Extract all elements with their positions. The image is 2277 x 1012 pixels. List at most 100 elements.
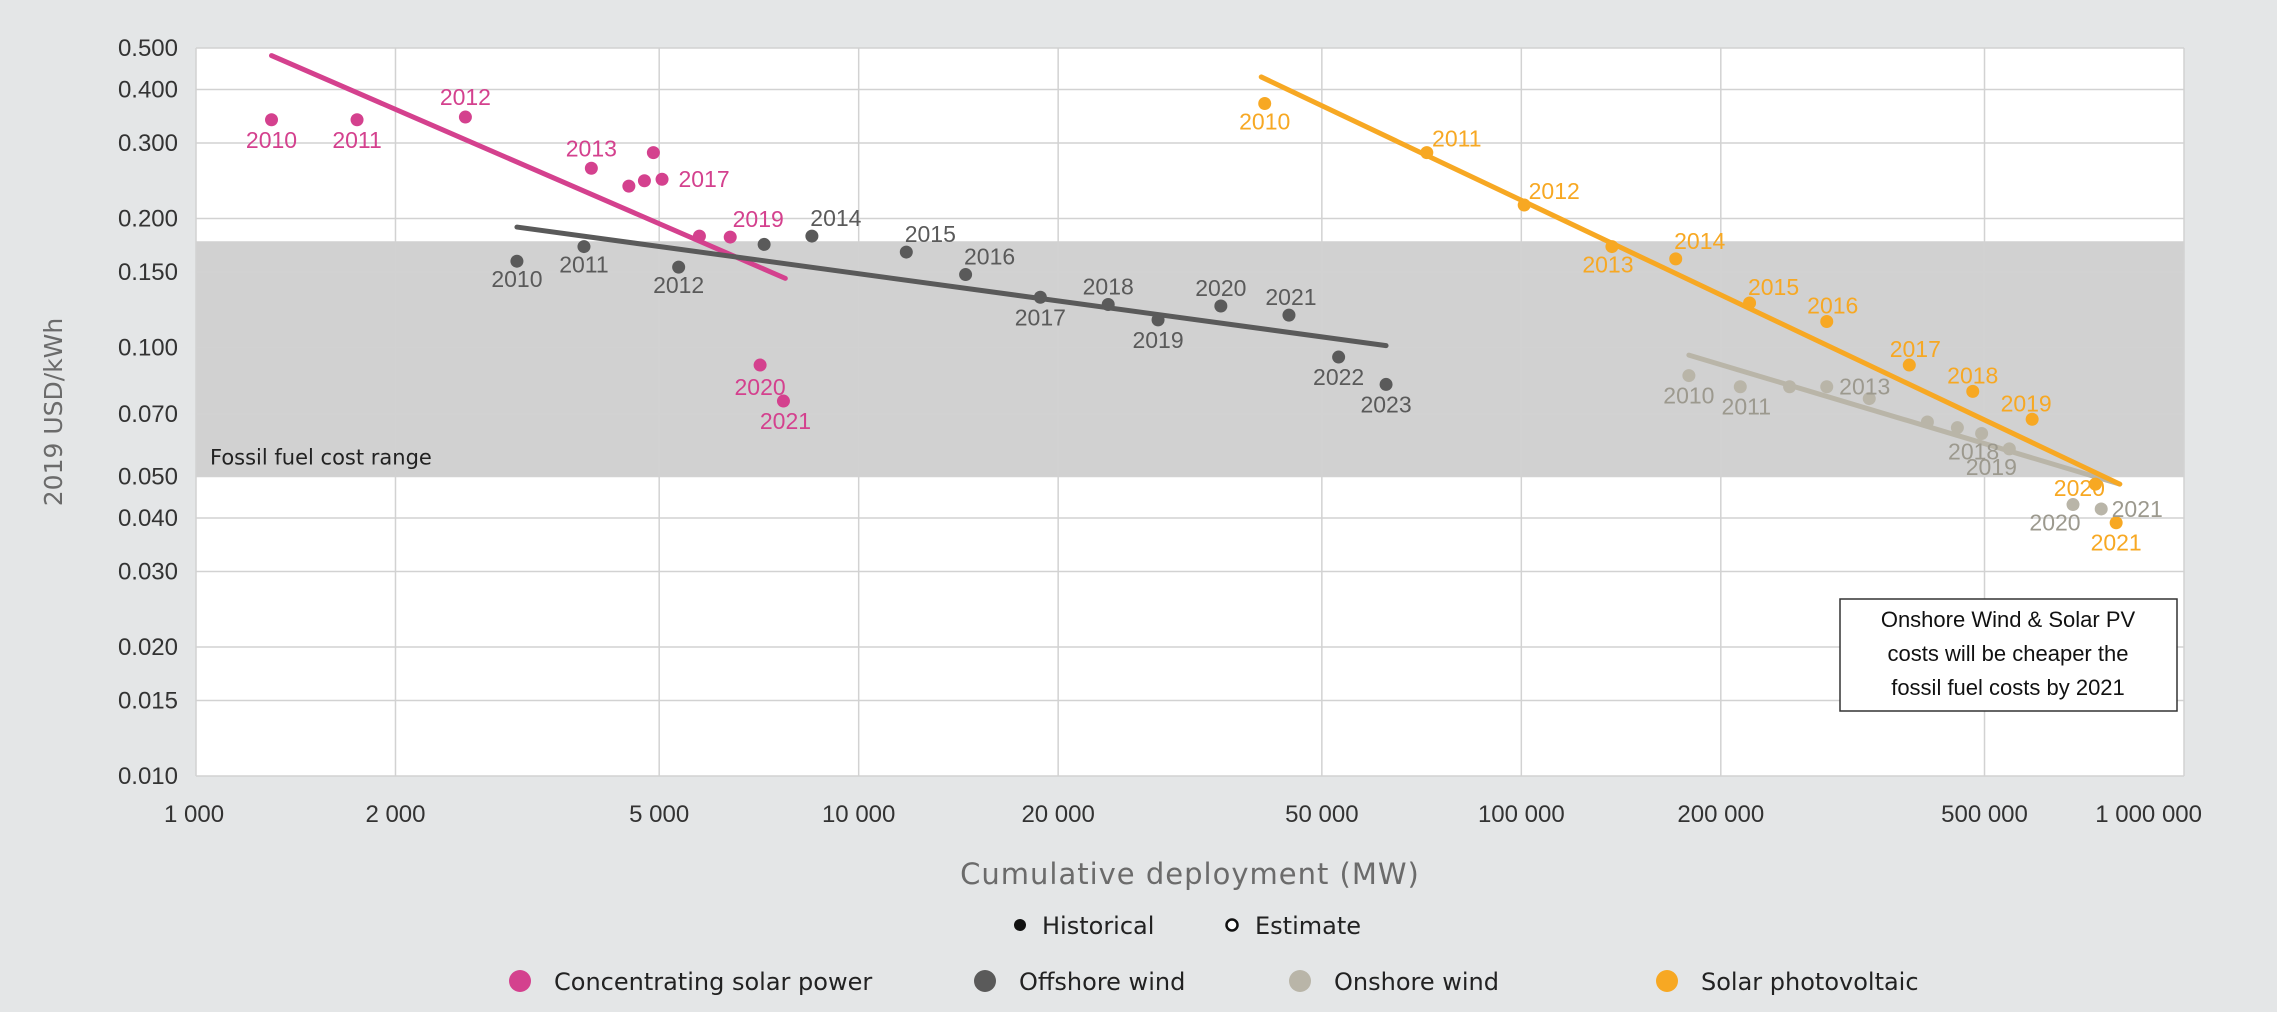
offshore-wind-legend-swatch-icon <box>974 970 996 992</box>
offshore-wind-point <box>1214 299 1228 313</box>
onshore-wind-point <box>1783 380 1797 394</box>
x-tick-label: 5 000 <box>629 801 689 828</box>
onshore-wind-point <box>2002 442 2016 456</box>
y-tick-label: 0.300 <box>118 130 178 157</box>
y-tick-label: 0.100 <box>118 335 178 362</box>
onshore-wind-legend-label: Onshore wind <box>1334 968 1499 996</box>
gridlines <box>195 47 2185 777</box>
onshore-wind-point <box>1975 426 1989 440</box>
offshore-wind-point-label: 2022 <box>1313 364 1364 390</box>
solar-photovoltaic-point <box>2088 477 2102 491</box>
x-axis-title: Cumulative deployment (MW) <box>960 857 1420 891</box>
concentrating-solar-power-point <box>265 113 279 127</box>
solar-photovoltaic-point <box>1902 358 1916 372</box>
solar-photovoltaic-point-label: 2016 <box>1807 292 1858 318</box>
solar-photovoltaic-point-label: 2010 <box>1239 109 1290 135</box>
onshore-wind-point-label: 2021 <box>2112 496 2163 522</box>
concentrating-solar-power-point-label: 2017 <box>678 166 729 192</box>
solar-photovoltaic-point-label: 2013 <box>1582 252 1633 278</box>
x-tick-label: 50 000 <box>1285 801 1358 828</box>
concentrating-solar-power-point-label: 2011 <box>332 127 381 153</box>
trend-lines <box>269 53 2123 487</box>
onshore-wind-point-label: 2010 <box>1663 383 1714 409</box>
solar-photovoltaic-trend-line <box>1258 74 2123 487</box>
offshore-wind-point-label: 2018 <box>1083 273 1134 299</box>
offshore-wind-point-label: 2012 <box>653 272 704 298</box>
offshore-wind-point <box>757 237 771 251</box>
concentrating-solar-power-point <box>753 358 767 372</box>
onshore-wind-point-label: 2020 <box>2029 510 2080 536</box>
onshore-wind-legend-swatch-icon <box>1289 970 1311 992</box>
y-tick-label: 0.020 <box>118 634 178 661</box>
onshore-wind-point <box>2094 502 2108 516</box>
onshore-wind-point <box>1950 421 1964 435</box>
concentrating-solar-power-point <box>458 110 472 124</box>
concentrating-solar-power-legend-label: Concentrating solar power <box>554 968 872 996</box>
onshore-wind-point-label: 2011 <box>1722 394 1771 420</box>
x-tick-label: 10 000 <box>822 801 895 828</box>
point-labels: 2010 201120122013201720192020202120102011… <box>246 84 2163 556</box>
historical-marker-icon <box>1014 919 1026 931</box>
marker-legend: Historical Estimate <box>1014 912 1361 940</box>
solar-photovoltaic-point-label: 2017 <box>1890 336 1941 362</box>
concentrating-solar-power-point-label: 2021 <box>760 408 811 434</box>
solar-photovoltaic-point-label: 2019 <box>2001 390 2052 416</box>
solar-photovoltaic-point <box>2109 516 2123 530</box>
y-tick-label: 0.040 <box>118 505 178 532</box>
concentrating-solar-power-point <box>646 146 660 160</box>
concentrating-solar-power-point <box>622 179 636 193</box>
solar-photovoltaic-point-label: 2011 <box>1432 126 1481 152</box>
offshore-wind-point-label: 2019 <box>1132 327 1183 353</box>
concentrating-solar-power-point <box>655 172 669 186</box>
y-tick-label: 0.030 <box>118 559 178 586</box>
offshore-wind-point-label: 2011 <box>559 252 608 278</box>
solar-photovoltaic-legend-swatch-icon <box>1656 970 1678 992</box>
x-tick-label: 200 000 <box>1677 801 1764 828</box>
solar-photovoltaic-legend-label: Solar photovoltaic <box>1701 968 1919 996</box>
solar-photovoltaic-point <box>1258 97 1272 111</box>
concentrating-solar-power-point <box>692 229 706 243</box>
offshore-wind-trend-line <box>514 224 1389 349</box>
y-axis-title: 2019 USD/kWh <box>39 318 68 506</box>
x-axis-ticks: 1 000 2 000 5 000 10 000 20 000 50 000 100 000… <box>164 801 2202 828</box>
concentrating-solar-power-point <box>584 161 598 175</box>
y-tick-label: 0.200 <box>118 206 178 233</box>
y-tick-label: 0.500 <box>118 35 178 62</box>
offshore-wind-point-label: 2021 <box>1265 284 1316 310</box>
estimate-legend-label: Estimate <box>1255 912 1361 940</box>
offshore-wind-point <box>805 229 819 243</box>
solar-photovoltaic-point-label: 2015 <box>1748 274 1799 300</box>
onshore-wind-point <box>1920 415 1934 429</box>
fossil-band-label: Fossil fuel cost range <box>210 445 432 469</box>
onshore-wind-point-label: 2013 <box>1839 374 1890 400</box>
offshore-wind-point-label: 2023 <box>1360 391 1411 417</box>
historical-legend-label: Historical <box>1042 912 1154 940</box>
y-axis-ticks: 0.500 0.400 0.300 0.200 0.150 0.100 0.070 0.050… <box>118 35 178 790</box>
x-tick-label: 100 000 <box>1478 801 1565 828</box>
y-tick-label: 0.015 <box>118 688 178 715</box>
annotation-line-3: fossil fuel costs by 2021 <box>1891 675 2125 700</box>
offshore-wind-point <box>577 240 591 254</box>
data-points <box>265 97 2123 530</box>
solar-photovoltaic-point <box>1605 240 1619 254</box>
x-tick-label: 1 000 000 <box>2095 801 2202 828</box>
onshore-wind-point-label: 2019 <box>1966 454 2017 480</box>
solar-photovoltaic-point-label: 2020 <box>2054 475 2105 501</box>
onshore-wind-trend-line <box>1686 352 2123 487</box>
x-tick-label: 1 000 <box>164 801 224 828</box>
offshore-wind-point <box>672 260 686 274</box>
annotation-box: Onshore Wind & Solar PV costs will be ch… <box>1839 598 2178 712</box>
estimate-marker-icon <box>1225 918 1239 932</box>
x-tick-label: 500 000 <box>1941 801 2028 828</box>
onshore-wind-point <box>1862 392 1876 406</box>
offshore-wind-legend-label: Offshore wind <box>1019 968 1185 996</box>
solar-photovoltaic-point <box>1420 146 1434 160</box>
offshore-wind-point <box>1332 350 1346 364</box>
offshore-wind-point-label: 2015 <box>905 221 956 247</box>
y-tick-label: 0.150 <box>118 259 178 286</box>
offshore-wind-point-label: 2016 <box>964 244 1015 270</box>
offshore-wind-point-label: 2014 <box>810 205 861 231</box>
solar-photovoltaic-point <box>1820 314 1834 328</box>
x-tick-label: 2 000 <box>365 801 425 828</box>
